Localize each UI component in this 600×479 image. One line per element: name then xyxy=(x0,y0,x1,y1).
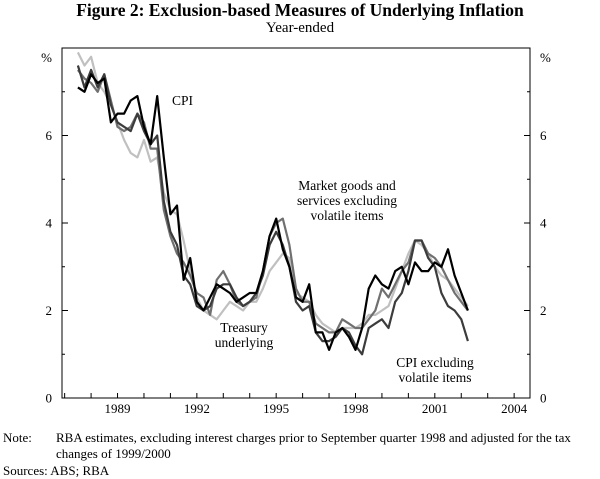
chart-subtitle: Year-ended xyxy=(265,20,335,36)
annotation-cpiex: CPI excluding xyxy=(396,355,474,370)
sources-text: Sources: ABS; RBA xyxy=(3,463,110,478)
annotation-cpi: CPI xyxy=(172,93,194,108)
x-tick-label: 1992 xyxy=(184,401,210,416)
market-goods-line xyxy=(77,69,469,334)
annotation-market: services excluding xyxy=(297,193,397,208)
x-tick-label: 1995 xyxy=(263,401,289,416)
annotation-treasury: Treasury xyxy=(220,320,268,335)
y-tick-label-left: 0 xyxy=(46,391,53,406)
x-tick-label: 2001 xyxy=(422,401,448,416)
annotation-cpiex: volatile items xyxy=(398,370,471,385)
x-tick-label: 1998 xyxy=(342,401,368,416)
y-tick-label-left: 6 xyxy=(46,128,53,143)
y-tick-label-left: 4 xyxy=(46,216,53,231)
y-tick-label-right: 0 xyxy=(540,391,547,406)
note-text: RBA estimates, excluding interest charge… xyxy=(56,430,571,461)
cpi-ex-volatile-line xyxy=(76,65,469,356)
annotation-market: Market goods and xyxy=(298,178,396,193)
x-tick-label: 1989 xyxy=(105,401,131,416)
y-tick-label-right: 4 xyxy=(540,216,547,231)
cpi-line xyxy=(77,73,469,351)
y-unit-left: % xyxy=(41,50,52,65)
x-tick-label: 2004 xyxy=(501,401,528,416)
y-tick-label-left: 2 xyxy=(46,303,53,318)
y-tick-label-right: 6 xyxy=(540,128,547,143)
y-unit-right: % xyxy=(540,50,551,65)
annotation-market: volatile items xyxy=(310,208,383,223)
annotation-treasury: underlying xyxy=(215,335,274,350)
treasury-underlying-line xyxy=(76,51,469,334)
y-tick-label-right: 2 xyxy=(540,303,547,318)
chart-title: Figure 2: Exclusion-based Measures of Un… xyxy=(76,0,524,20)
note-label: Note: xyxy=(3,430,32,445)
